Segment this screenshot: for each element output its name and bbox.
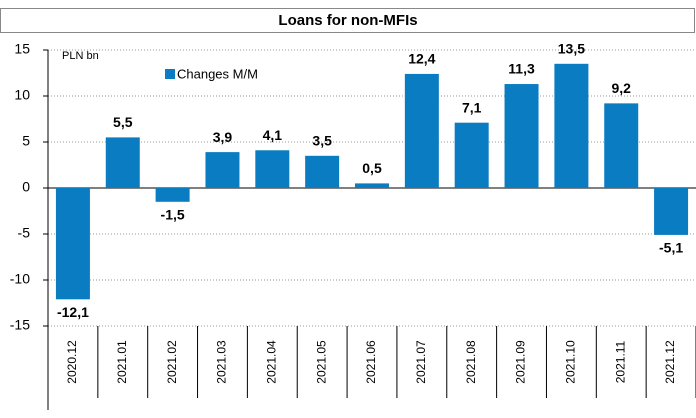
x-tick-label: 2021.12 [663, 340, 677, 384]
y-tick-label: 5 [22, 133, 30, 149]
x-tick-label: 2021.04 [264, 340, 278, 384]
chart-title: Loans for non-MFIs [278, 12, 417, 29]
data-label: 4,1 [263, 127, 283, 143]
data-label: 11,3 [508, 61, 535, 77]
x-tick-label: 2021.10 [564, 340, 578, 384]
y-tick-label: 10 [14, 87, 30, 103]
data-label: 3,5 [312, 133, 332, 149]
y-tick-label: 15 [14, 41, 30, 57]
x-tick-label: 2021.03 [215, 340, 229, 384]
bar [454, 122, 489, 188]
data-label: 12,4 [408, 51, 435, 67]
y-tick-label: -5 [18, 225, 31, 241]
bar [604, 103, 639, 188]
x-tick-label: 2021.08 [464, 340, 478, 384]
y-tick-label: -10 [10, 271, 30, 287]
data-label: 3,9 [213, 129, 233, 145]
unit-label: PLN bn [62, 50, 99, 62]
bar [305, 155, 340, 188]
x-tick-label: 2021.02 [165, 340, 179, 384]
data-label: 9,2 [611, 80, 631, 96]
y-tick-label: 0 [22, 179, 30, 195]
data-label: -12,1 [57, 304, 89, 320]
x-tick-label: 2021.07 [414, 340, 428, 384]
data-label: -1,5 [161, 207, 185, 223]
x-tick-label: 2021.11 [613, 340, 627, 383]
bar [255, 150, 290, 188]
bar [355, 183, 389, 188]
data-label: 7,1 [462, 99, 482, 115]
legend-label: Changes M/M [177, 66, 258, 81]
bar [554, 63, 589, 188]
y-tick-label: -15 [10, 317, 30, 333]
x-tick-label: 2021.06 [364, 340, 378, 384]
x-tick-label: 2021.05 [314, 340, 328, 384]
bar [155, 188, 190, 202]
x-tick-label: 2021.01 [115, 340, 129, 384]
data-label: 0,5 [362, 160, 382, 176]
bar [55, 188, 90, 300]
data-label: -5,1 [659, 240, 683, 256]
x-tick-label: 2021.09 [514, 340, 528, 384]
bar [654, 188, 689, 235]
legend-swatch [165, 69, 175, 79]
x-tick-label: 2020.12 [65, 340, 79, 384]
bar [404, 73, 439, 188]
data-label: 13,5 [558, 41, 585, 57]
bar [105, 137, 140, 188]
bar [504, 84, 539, 188]
title-box [0, 8, 695, 33]
data-label: 5,5 [113, 114, 133, 130]
bar [205, 152, 240, 188]
